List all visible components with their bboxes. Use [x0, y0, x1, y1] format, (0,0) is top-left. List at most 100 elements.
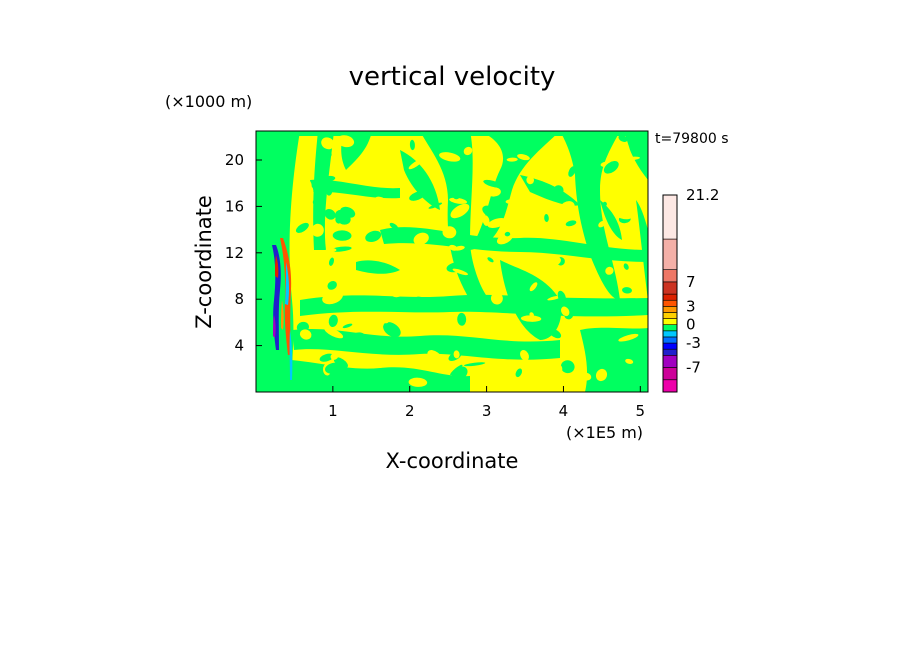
contour-patch-83 — [565, 220, 577, 227]
contour-patch-132 — [539, 255, 561, 267]
contour-patch-120 — [391, 288, 406, 298]
contour-patch-50 — [598, 220, 606, 228]
contour-patch-43 — [326, 185, 333, 196]
contour-patch-90 — [408, 159, 423, 170]
y-axis-title: Z-coordinate — [192, 195, 216, 329]
contour-fill — [256, 131, 648, 392]
y-tick-label-0: 4 — [234, 337, 244, 355]
contour-patch-112 — [340, 206, 356, 218]
x-axis: 1 2 3 4 5 — [328, 386, 645, 420]
contour-patch-34 — [623, 263, 629, 270]
y-tick-label-2: 12 — [225, 244, 244, 262]
contour-patch-85 — [553, 185, 564, 196]
contour-patch-29 — [560, 360, 575, 374]
jet-feature-5 — [281, 300, 284, 330]
colorbar-swatch-12 — [662, 293, 678, 301]
contour-patch-138 — [450, 364, 463, 376]
contour-patch-105 — [413, 232, 429, 246]
contour-patch-25 — [324, 151, 332, 159]
colorbar-swatch-11 — [662, 299, 678, 307]
colorbar-label-2: 3 — [686, 297, 696, 315]
contour-patch-94 — [512, 296, 521, 307]
contour-patch-24 — [539, 294, 548, 302]
contour-patch-49 — [550, 363, 563, 375]
contour-patch-67 — [552, 150, 563, 159]
x-tick-label-0: 1 — [328, 402, 338, 420]
jet-features — [272, 238, 293, 380]
contour-patch-42 — [595, 368, 608, 382]
y-tick-label-4: 20 — [225, 151, 244, 169]
plot-frame — [255, 130, 649, 393]
contour-patch-84 — [618, 135, 628, 142]
contour-patch-22 — [506, 157, 518, 162]
contour-patch-64 — [449, 197, 467, 204]
contour-patch-139 — [557, 290, 566, 303]
contour-patch-52 — [451, 173, 464, 181]
x-tick-label-4: 5 — [636, 402, 646, 420]
contour-patch-66 — [560, 306, 570, 317]
colorbar-swatch-15 — [662, 238, 678, 270]
contour-region-16 — [310, 179, 400, 199]
contour-patch-75 — [374, 313, 389, 324]
contour-patch-110 — [525, 365, 535, 376]
x-tick-label-3: 4 — [559, 402, 569, 420]
contour-patch-38 — [409, 139, 415, 151]
contour-patch-21 — [370, 207, 387, 217]
contour-patch-57 — [491, 363, 497, 370]
contour-patch-13 — [547, 295, 561, 301]
contour-patch-86 — [482, 205, 500, 219]
contour-patch-48 — [504, 231, 511, 237]
contour-patch-103 — [555, 222, 564, 229]
contour-region-15 — [400, 150, 440, 210]
y-axis: 4 8 12 16 20 — [225, 151, 262, 355]
contour-patch-122 — [374, 196, 386, 203]
contour-patch-82 — [625, 358, 634, 364]
contour-patch-119 — [450, 203, 470, 219]
contour-patch-95 — [413, 296, 428, 309]
contour-patch-0 — [463, 275, 470, 281]
colorbar-swatch-8 — [662, 318, 678, 326]
contour-patch-134 — [452, 191, 461, 200]
contour-patch-53 — [486, 186, 501, 197]
contour-patch-101 — [338, 338, 353, 346]
contour-patch-2 — [517, 154, 530, 161]
contour-patch-92 — [580, 372, 592, 381]
contour-patch-100 — [452, 268, 468, 276]
contour-patch-55 — [324, 209, 336, 220]
contour-region-18 — [356, 260, 400, 274]
colorbar-swatch-7 — [662, 324, 678, 332]
contour-patch-63 — [446, 261, 467, 273]
contour-patch-5 — [524, 201, 532, 215]
colorbar-swatch-0 — [662, 379, 678, 393]
contour-patch-27 — [333, 357, 348, 369]
contour-patch-73 — [325, 247, 337, 252]
contour-patch-99 — [568, 166, 576, 177]
contour-patch-6 — [482, 215, 490, 226]
colorbar-swatch-10 — [662, 306, 678, 313]
contour-region-13 — [580, 327, 648, 392]
contour-patch-126 — [520, 315, 542, 322]
contour-patch-96 — [427, 350, 443, 364]
contour-patch-79 — [328, 257, 335, 266]
contour-patch-44 — [389, 222, 399, 230]
contour-patch-15 — [295, 222, 309, 233]
contour-patch-36 — [577, 178, 588, 187]
colorbar-swatch-14 — [662, 269, 678, 283]
contour-patch-123 — [304, 184, 314, 198]
contour-patch-128 — [463, 362, 486, 367]
contour-patch-18 — [520, 349, 529, 361]
contour-region-19 — [600, 200, 622, 240]
contour-patch-108 — [464, 235, 483, 248]
contour-patch-118 — [628, 180, 635, 185]
x-tick-label-1: 2 — [405, 402, 415, 420]
contour-patch-17 — [602, 201, 607, 207]
contour-patch-37 — [322, 175, 336, 182]
contour-patch-111 — [487, 217, 507, 229]
contour-patch-46 — [622, 287, 632, 294]
colorbar-label-5: -7 — [686, 359, 701, 377]
contour-patch-40 — [333, 318, 353, 322]
contour-patch-133 — [324, 362, 345, 375]
contour-patch-69 — [299, 329, 312, 340]
colorbar-swatch-2 — [662, 354, 678, 368]
contour-patch-74 — [294, 378, 309, 387]
